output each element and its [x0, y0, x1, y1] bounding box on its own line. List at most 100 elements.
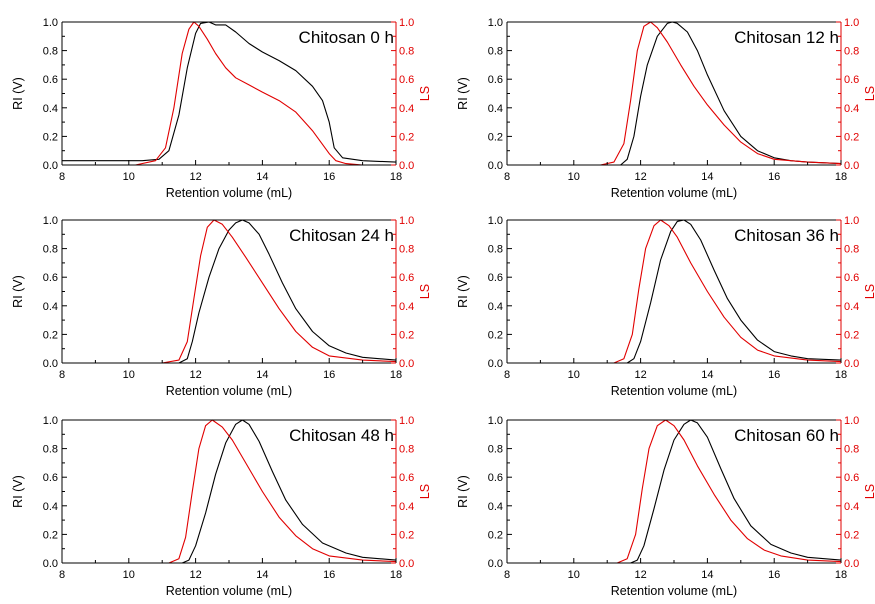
series-line-ls: [507, 219, 842, 364]
y-tick-label: 0.6: [488, 472, 503, 484]
y-tick-label: 0.0: [43, 358, 58, 370]
y-axis-label: RI (V): [456, 475, 470, 508]
y-axis-label: RI (V): [456, 275, 470, 308]
y-tick-label: 0.8: [43, 46, 58, 58]
y-tick-label: 0.4: [43, 501, 58, 513]
y-tick-label: 1.0: [488, 415, 503, 427]
y2-axis-label: LS: [418, 86, 432, 101]
series-line-ri: [507, 419, 842, 564]
y2-tick-label: 0.2: [399, 329, 414, 341]
x-tick-label: 14: [256, 369, 268, 381]
series-line-ri: [62, 419, 397, 564]
y-tick-label: 0.4: [43, 103, 58, 115]
y-tick-label: 1.0: [488, 17, 503, 29]
y2-axis-label: LS: [863, 484, 875, 499]
x-tick-label: 14: [701, 569, 713, 581]
y-tick-label: 0.0: [488, 358, 503, 370]
y-tick-label: 0.4: [488, 501, 503, 513]
y-tick-label: 0.8: [488, 244, 503, 256]
x-axis-label: Retention volume (mL): [166, 384, 292, 398]
y-tick-label: 0.6: [43, 272, 58, 284]
panel-title: Chitosan 0 h: [299, 28, 394, 47]
x-tick-label: 16: [768, 369, 780, 381]
y2-tick-label: 1.0: [399, 415, 414, 427]
y-tick-label: 0.2: [488, 329, 503, 341]
x-tick-label: 18: [835, 569, 847, 581]
series-line-ls: [62, 219, 397, 364]
x-tick-label: 10: [123, 369, 135, 381]
y2-tick-label: 0.0: [399, 160, 414, 172]
y2-tick-label: 0.8: [399, 46, 414, 58]
y-tick-label: 0.6: [43, 74, 58, 86]
chart-panel-2: 8 10 12 14 16 180.0 0.00.2 0.20.4 0.40.6 0.60.8 0.…: [11, 215, 432, 398]
y2-tick-label: 1.0: [399, 215, 414, 227]
y2-axis-label: LS: [863, 284, 875, 299]
y2-tick-label: 0.4: [844, 301, 859, 313]
y2-tick-label: 0.0: [844, 160, 859, 172]
y2-tick-label: 0.8: [844, 46, 859, 58]
x-tick-label: 10: [568, 569, 580, 581]
x-tick-label: 8: [504, 171, 510, 183]
panel-title: Chitosan 36 h: [734, 226, 839, 245]
y-tick-label: 0.6: [488, 74, 503, 86]
y-tick-label: 0.4: [43, 301, 58, 313]
x-tick-label: 18: [835, 171, 847, 183]
x-tick-label: 10: [123, 171, 135, 183]
y-tick-label: 0.2: [43, 529, 58, 541]
y-axis-label: RI (V): [11, 475, 25, 508]
x-axis-label: Retention volume (mL): [166, 584, 292, 598]
y-tick-label: 0.0: [43, 558, 58, 570]
y2-tick-label: 0.8: [399, 444, 414, 456]
y-tick-label: 0.6: [488, 272, 503, 284]
y2-tick-label: 0.0: [844, 558, 859, 570]
y2-tick-label: 0.4: [399, 301, 414, 313]
y2-tick-label: 0.4: [844, 103, 859, 115]
y2-tick-label: 0.4: [399, 103, 414, 115]
y-tick-label: 1.0: [43, 215, 58, 227]
y-tick-label: 1.0: [488, 215, 503, 227]
x-tick-label: 8: [59, 171, 65, 183]
y2-tick-label: 0.6: [399, 74, 414, 86]
x-tick-label: 14: [256, 569, 268, 581]
y2-tick-label: 0.2: [844, 529, 859, 541]
x-tick-label: 12: [189, 171, 201, 183]
y2-tick-label: 1.0: [844, 415, 859, 427]
y-tick-label: 0.0: [488, 558, 503, 570]
x-axis-label: Retention volume (mL): [611, 186, 737, 200]
chart-panel-3: 8 10 12 14 16 180.0 0.00.2 0.20.4 0.40.6 0.60.8 0.…: [456, 215, 875, 398]
series-line-ls: [507, 419, 842, 564]
x-tick-label: 16: [323, 569, 335, 581]
y-axis-label: RI (V): [11, 77, 25, 110]
y-tick-label: 0.8: [488, 46, 503, 58]
panel-title: Chitosan 12 h: [734, 28, 839, 47]
y2-tick-label: 0.8: [844, 244, 859, 256]
x-tick-label: 18: [390, 569, 402, 581]
y-tick-label: 0.2: [488, 529, 503, 541]
chart-panel-0: 8 10 12 14 16 180.0 0.00.2 0.20.4 0.40.6 0.60.8 0.…: [11, 17, 432, 200]
y-tick-label: 0.2: [488, 131, 503, 143]
y-tick-label: 0.8: [488, 444, 503, 456]
x-axis-label: Retention volume (mL): [611, 584, 737, 598]
x-tick-label: 10: [568, 369, 580, 381]
x-tick-label: 10: [123, 569, 135, 581]
x-tick-label: 8: [504, 569, 510, 581]
y2-tick-label: 0.0: [399, 558, 414, 570]
x-tick-label: 16: [323, 171, 335, 183]
y2-tick-label: 0.0: [399, 358, 414, 370]
y2-tick-label: 1.0: [844, 17, 859, 29]
y-tick-label: 0.0: [43, 160, 58, 172]
y2-axis-label: LS: [863, 86, 875, 101]
y2-axis-label: LS: [418, 484, 432, 499]
y2-tick-label: 0.8: [399, 244, 414, 256]
y2-tick-label: 0.0: [844, 358, 859, 370]
series-line-ls: [507, 21, 842, 166]
y2-tick-label: 0.6: [844, 74, 859, 86]
y-axis-label: RI (V): [11, 275, 25, 308]
series-line-ls: [62, 419, 397, 564]
y2-tick-label: 0.2: [844, 131, 859, 143]
panel-title: Chitosan 24 h: [289, 226, 394, 245]
chart-panel-4: 8 10 12 14 16 180.0 0.00.2 0.20.4 0.40.6 0.60.8 0.…: [11, 415, 432, 598]
series-line-ls: [62, 21, 396, 166]
x-tick-label: 8: [59, 569, 65, 581]
x-tick-label: 18: [835, 369, 847, 381]
